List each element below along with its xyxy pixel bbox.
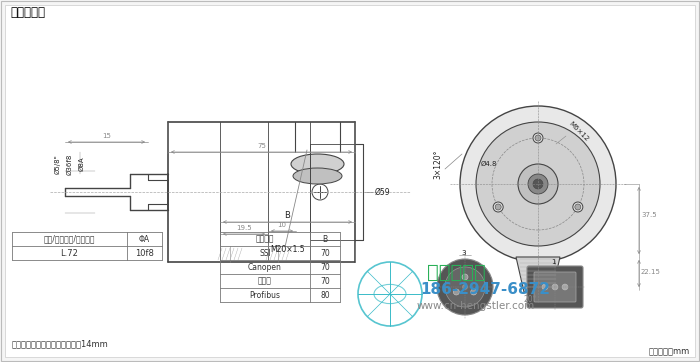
Ellipse shape xyxy=(293,168,342,184)
Text: Canopen: Canopen xyxy=(248,262,282,272)
Text: L.72: L.72 xyxy=(61,248,78,257)
Circle shape xyxy=(494,202,503,212)
Text: 单位尺寸：mm: 单位尺寸：mm xyxy=(649,348,690,357)
FancyBboxPatch shape xyxy=(534,272,576,302)
Text: B: B xyxy=(323,235,328,244)
Text: 3: 3 xyxy=(461,250,466,256)
Circle shape xyxy=(562,284,568,290)
Circle shape xyxy=(542,284,548,290)
Text: 19.5: 19.5 xyxy=(236,225,252,231)
Text: Profibus: Profibus xyxy=(249,290,281,299)
Text: 15: 15 xyxy=(102,133,111,139)
Text: B: B xyxy=(285,211,290,220)
Text: Ø5/8": Ø5/8" xyxy=(55,154,61,174)
Text: 70: 70 xyxy=(320,262,330,272)
Text: 80: 80 xyxy=(320,290,330,299)
Text: 西安德伍拓: 西安德伍拓 xyxy=(427,262,486,282)
Circle shape xyxy=(470,289,477,295)
Circle shape xyxy=(495,204,501,210)
Text: 3×120°: 3×120° xyxy=(433,149,442,179)
Text: 20°: 20° xyxy=(524,295,537,304)
Circle shape xyxy=(463,285,468,290)
Circle shape xyxy=(573,202,583,212)
Circle shape xyxy=(445,267,485,307)
Text: 10f8: 10f8 xyxy=(135,248,154,257)
Text: 70: 70 xyxy=(320,277,330,286)
Text: M20×1.5: M20×1.5 xyxy=(270,245,304,254)
Circle shape xyxy=(437,259,493,315)
Circle shape xyxy=(476,122,600,246)
Text: 22.15: 22.15 xyxy=(641,269,661,275)
Circle shape xyxy=(460,106,616,262)
Text: 安装/防护等级/轴－代码: 安装/防护等级/轴－代码 xyxy=(43,235,95,244)
Text: Ø59: Ø59 xyxy=(375,188,391,197)
Text: Ø4.8: Ø4.8 xyxy=(481,161,498,167)
Text: 模拟量: 模拟量 xyxy=(258,277,272,286)
Text: Ø36f8: Ø36f8 xyxy=(67,153,73,175)
Text: 186-2947-6872: 186-2947-6872 xyxy=(420,282,550,296)
Text: 1: 1 xyxy=(551,259,556,265)
Text: www.cn-hengstler.com: www.cn-hengstler.com xyxy=(417,301,536,311)
Circle shape xyxy=(528,174,548,194)
Text: 70: 70 xyxy=(320,248,330,257)
Text: M6×12: M6×12 xyxy=(568,121,590,143)
Polygon shape xyxy=(516,257,560,292)
Text: 75: 75 xyxy=(257,143,266,149)
Text: SSI: SSI xyxy=(259,248,271,257)
Circle shape xyxy=(535,135,541,141)
FancyBboxPatch shape xyxy=(527,266,583,308)
Text: 电气接口: 电气接口 xyxy=(256,235,274,244)
Text: 10: 10 xyxy=(277,222,286,228)
Text: 37.5: 37.5 xyxy=(641,212,657,218)
Circle shape xyxy=(462,274,468,280)
Text: 推荐的电缆密封管的螺纹长度：14mm: 推荐的电缆密封管的螺纹长度：14mm xyxy=(12,340,109,349)
Circle shape xyxy=(533,179,543,189)
Circle shape xyxy=(533,133,543,143)
Text: Ø8A: Ø8A xyxy=(79,157,85,171)
Text: ΦA: ΦA xyxy=(139,235,150,244)
Circle shape xyxy=(552,284,558,290)
Ellipse shape xyxy=(291,154,344,174)
Circle shape xyxy=(518,164,558,204)
Text: 连接：径向: 连接：径向 xyxy=(10,5,45,18)
Circle shape xyxy=(575,204,581,210)
Circle shape xyxy=(454,289,459,295)
